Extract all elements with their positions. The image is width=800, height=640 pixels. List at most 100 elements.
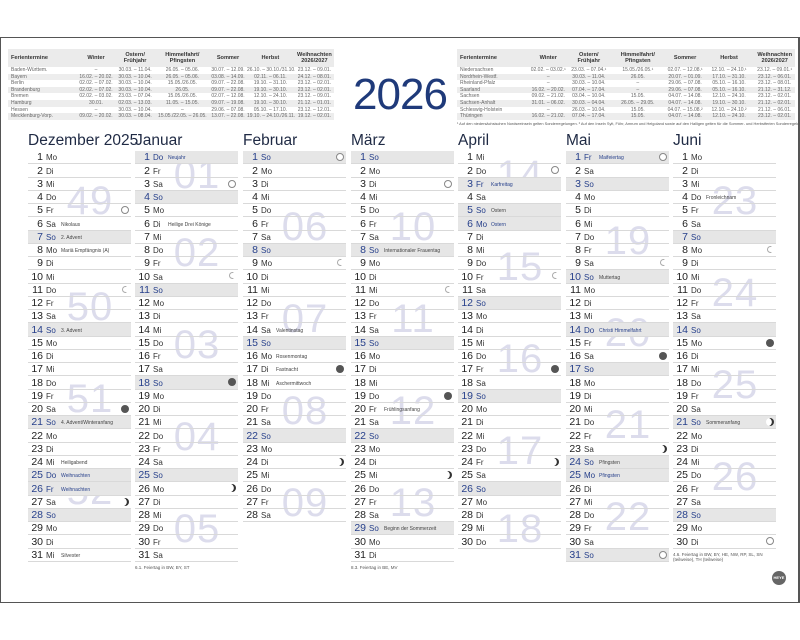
day-row[interactable]: 5 Do bbox=[351, 204, 454, 218]
day-row[interactable]: 20 Mi bbox=[566, 403, 669, 416]
day-row[interactable]: 13 Mi bbox=[566, 310, 669, 324]
day-row[interactable]: 18 Sa bbox=[458, 376, 561, 390]
day-row[interactable]: 26 Do bbox=[351, 482, 454, 496]
day-row[interactable]: 6 Di Heilige Drei Könige bbox=[135, 217, 238, 231]
day-row[interactable]: 12 Do bbox=[351, 297, 454, 310]
day-row[interactable]: 1 So bbox=[243, 151, 346, 165]
day-row[interactable]: 22 Do bbox=[135, 429, 238, 443]
day-row[interactable]: 8 Do bbox=[135, 244, 238, 257]
day-row[interactable]: 13 Sa bbox=[673, 310, 776, 324]
day-row[interactable]: 2 Do bbox=[458, 164, 561, 178]
day-row[interactable]: 25 Mo Pfingsten bbox=[566, 469, 669, 483]
day-row[interactable]: 14 Di bbox=[458, 323, 561, 337]
day-row[interactable]: 28 Sa bbox=[243, 509, 346, 522]
day-row[interactable]: 15 Fr bbox=[566, 337, 669, 350]
day-row[interactable]: 11 So bbox=[135, 283, 238, 297]
day-row[interactable]: 14 So 3. Advent bbox=[28, 323, 131, 337]
day-row[interactable]: 20 Fr bbox=[243, 403, 346, 416]
day-row[interactable]: 16 Mo bbox=[351, 350, 454, 363]
day-row[interactable]: 5 Fr bbox=[28, 204, 131, 218]
day-row[interactable]: 4 Mi bbox=[351, 191, 454, 204]
day-row[interactable]: 22 Mi bbox=[458, 429, 561, 443]
day-row[interactable]: 2 Di bbox=[28, 164, 131, 178]
day-row[interactable]: 15 Mi bbox=[458, 337, 561, 350]
day-row[interactable]: 23 Fr bbox=[135, 443, 238, 456]
day-row[interactable]: 11 Sa bbox=[458, 284, 561, 297]
day-row[interactable]: 7 Do bbox=[566, 231, 669, 244]
day-row[interactable]: 28 Sa bbox=[351, 509, 454, 522]
day-row[interactable]: 1 Mi bbox=[458, 151, 561, 165]
day-row[interactable]: 13 Di bbox=[135, 310, 238, 324]
day-row[interactable]: 8 Mo bbox=[673, 244, 776, 257]
day-row[interactable]: 22 So bbox=[351, 429, 454, 443]
day-row[interactable]: 21 Sa bbox=[351, 416, 454, 430]
day-row[interactable]: 1 Mo bbox=[673, 151, 776, 165]
day-row[interactable]: 5 So Ostern bbox=[458, 204, 561, 218]
day-row[interactable]: 29 So Beginn der Sommerzeit bbox=[351, 522, 454, 536]
day-row[interactable]: 7 Mi bbox=[135, 231, 238, 244]
day-row[interactable]: 25 Do Weihnachten bbox=[28, 469, 131, 483]
day-row[interactable]: 23 Sa bbox=[566, 443, 669, 456]
day-row[interactable]: 23 Di bbox=[28, 443, 131, 456]
day-row[interactable]: 3 Fr Karfreitag bbox=[458, 177, 561, 191]
day-row[interactable]: 12 So bbox=[458, 296, 561, 310]
day-row[interactable]: 26 Do bbox=[243, 482, 346, 496]
day-row[interactable]: 15 Mo bbox=[673, 337, 776, 350]
day-row[interactable]: 4 Do bbox=[28, 191, 131, 204]
day-row[interactable]: 17 So bbox=[566, 363, 669, 377]
day-row[interactable]: 10 So Muttertag bbox=[566, 270, 669, 284]
day-row[interactable]: 3 Di bbox=[351, 178, 454, 191]
day-row[interactable]: 19 Do bbox=[351, 390, 454, 403]
day-row[interactable]: 12 Mo bbox=[135, 297, 238, 310]
day-row[interactable]: 6 Sa bbox=[673, 217, 776, 231]
day-row[interactable]: 1 So bbox=[351, 151, 454, 165]
day-row[interactable]: 9 Di bbox=[28, 257, 131, 271]
day-row[interactable]: 27 Mo bbox=[458, 496, 561, 509]
day-row[interactable]: 6 Fr bbox=[351, 217, 454, 231]
day-row[interactable]: 20 Sa bbox=[28, 403, 131, 416]
day-row[interactable]: 15 So bbox=[243, 336, 346, 350]
day-row[interactable]: 28 So bbox=[673, 508, 776, 522]
day-row[interactable]: 7 Di bbox=[458, 231, 561, 244]
day-row[interactable]: 21 So Sommeranfang bbox=[673, 416, 776, 430]
day-row[interactable]: 30 Fr bbox=[135, 535, 238, 549]
day-row[interactable]: 10 Fr bbox=[458, 270, 561, 284]
day-row[interactable]: 3 Mi bbox=[673, 178, 776, 191]
day-row[interactable]: 31 So bbox=[566, 548, 669, 562]
day-row[interactable]: 2 Fr bbox=[135, 164, 238, 178]
day-row[interactable]: 23 Do bbox=[458, 443, 561, 456]
day-row[interactable]: 14 Do Christi Himmelfahrt bbox=[566, 323, 669, 337]
day-row[interactable]: 10 Sa bbox=[135, 270, 238, 284]
day-row[interactable]: 29 Do bbox=[135, 522, 238, 536]
day-row[interactable]: 17 Di Fastnacht bbox=[243, 363, 346, 377]
day-row[interactable]: 11 Do bbox=[28, 284, 131, 297]
day-row[interactable]: 12 Fr bbox=[673, 297, 776, 310]
day-row[interactable]: 13 Fr bbox=[351, 310, 454, 324]
day-row[interactable]: 9 Fr bbox=[135, 257, 238, 271]
day-row[interactable]: 4 So bbox=[135, 190, 238, 204]
day-row[interactable]: 26 Fr bbox=[673, 482, 776, 496]
day-row[interactable]: 23 Mo bbox=[351, 443, 454, 456]
day-row[interactable]: 19 Fr bbox=[28, 390, 131, 403]
day-row[interactable]: 25 Sa bbox=[458, 469, 561, 483]
day-row[interactable]: 8 So Internationaler Frauentag bbox=[351, 243, 454, 257]
day-row[interactable]: 16 Fr bbox=[135, 350, 238, 363]
day-row[interactable]: 19 Mo bbox=[135, 390, 238, 403]
day-row[interactable]: 31 Mi Silvester bbox=[28, 549, 131, 562]
day-row[interactable]: 4 Do Fronleichnam bbox=[673, 191, 776, 204]
day-row[interactable]: 3 So bbox=[566, 177, 669, 191]
day-row[interactable]: 16 Di bbox=[28, 350, 131, 363]
day-row[interactable]: 14 Sa bbox=[351, 323, 454, 337]
day-row[interactable]: 25 Mi bbox=[351, 469, 454, 483]
day-row[interactable]: 26 So bbox=[458, 482, 561, 496]
day-row[interactable]: 17 Fr bbox=[458, 363, 561, 377]
day-row[interactable]: 12 Di bbox=[566, 297, 669, 310]
day-row[interactable]: 16 Mo Rosenmontag bbox=[243, 350, 346, 363]
day-row[interactable]: 17 Mi bbox=[28, 363, 131, 377]
day-row[interactable]: 24 Mi Heiligabend bbox=[28, 456, 131, 469]
day-row[interactable]: 28 Do bbox=[566, 509, 669, 522]
day-row[interactable]: 26 Di bbox=[566, 482, 669, 496]
day-row[interactable]: 28 Mi bbox=[135, 509, 238, 522]
day-row[interactable]: 21 Do bbox=[566, 416, 669, 430]
day-row[interactable]: 9 Sa bbox=[566, 257, 669, 271]
